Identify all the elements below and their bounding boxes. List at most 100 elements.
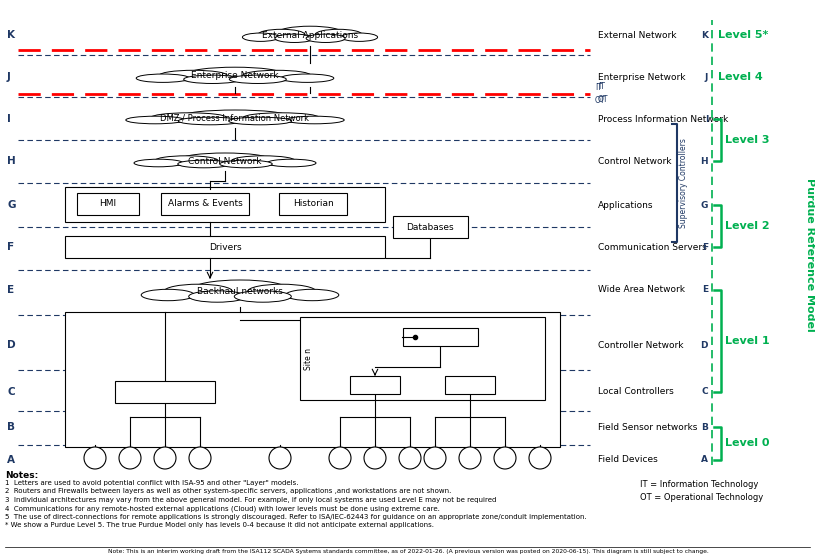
Text: Level 3: Level 3 bbox=[725, 135, 769, 145]
Text: G: G bbox=[701, 200, 708, 209]
Ellipse shape bbox=[178, 160, 231, 168]
Text: OT = Operational Technology: OT = Operational Technology bbox=[640, 493, 764, 502]
Text: K: K bbox=[7, 30, 15, 40]
Text: Note: This is an interim working draft from the ISA112 SCADA Systems standards c: Note: This is an interim working draft f… bbox=[108, 549, 708, 554]
Ellipse shape bbox=[126, 116, 185, 124]
Circle shape bbox=[424, 447, 446, 469]
Text: Controller Network: Controller Network bbox=[598, 341, 684, 350]
Bar bbox=[279, 193, 347, 215]
Text: J: J bbox=[7, 72, 11, 82]
Text: C: C bbox=[702, 387, 708, 396]
Text: 3  Individual architectures may vary from the above general model. For example, : 3 Individual architectures may vary from… bbox=[5, 497, 496, 503]
Ellipse shape bbox=[229, 117, 292, 125]
Ellipse shape bbox=[258, 29, 305, 40]
Ellipse shape bbox=[183, 75, 240, 83]
Text: H: H bbox=[7, 156, 15, 166]
Bar bbox=[350, 376, 400, 394]
Circle shape bbox=[364, 447, 386, 469]
Text: Level 5*: Level 5* bbox=[718, 30, 769, 40]
Bar bbox=[65, 187, 385, 222]
Text: H: H bbox=[700, 157, 708, 165]
Ellipse shape bbox=[306, 34, 345, 43]
Ellipse shape bbox=[243, 70, 311, 81]
Ellipse shape bbox=[285, 116, 344, 124]
Text: E: E bbox=[702, 285, 708, 295]
Circle shape bbox=[119, 447, 141, 469]
Text: * We show a Purdue Level 5. The true Purdue Model only has levels 0-4 because it: * We show a Purdue Level 5. The true Pur… bbox=[5, 522, 434, 528]
Ellipse shape bbox=[275, 34, 314, 43]
Text: 1  Letters are used to avoid potential conflict with ISA-95 and other "Layer" mo: 1 Letters are used to avoid potential co… bbox=[5, 480, 298, 486]
Text: Site n: Site n bbox=[304, 347, 313, 370]
Ellipse shape bbox=[232, 156, 295, 165]
Text: Local Controllers: Local Controllers bbox=[598, 387, 674, 396]
Text: External Applications: External Applications bbox=[262, 31, 358, 39]
Text: Backhaul networks: Backhaul networks bbox=[197, 287, 283, 296]
Circle shape bbox=[459, 447, 481, 469]
Text: Level 4: Level 4 bbox=[718, 72, 763, 82]
Text: Supervisory Controllers: Supervisory Controllers bbox=[679, 138, 688, 228]
Ellipse shape bbox=[181, 153, 269, 165]
Ellipse shape bbox=[141, 289, 195, 301]
Text: A: A bbox=[7, 455, 15, 465]
Ellipse shape bbox=[189, 291, 245, 302]
Text: Enterprise Network: Enterprise Network bbox=[598, 73, 685, 82]
Text: C: C bbox=[7, 387, 15, 397]
Text: Purdue Reference Model: Purdue Reference Model bbox=[805, 178, 815, 332]
Text: Field Sensor networks: Field Sensor networks bbox=[598, 422, 698, 431]
Ellipse shape bbox=[315, 29, 362, 40]
Text: 4  Communications for any remote-hosted external applications (Cloud) with lower: 4 Communications for any remote-hosted e… bbox=[5, 506, 440, 512]
Text: D: D bbox=[701, 341, 708, 350]
Ellipse shape bbox=[187, 67, 283, 80]
Text: DMZ / Process Information Network: DMZ / Process Information Network bbox=[161, 114, 310, 123]
Circle shape bbox=[154, 447, 176, 469]
Ellipse shape bbox=[159, 70, 227, 81]
Text: IT = Information Technology: IT = Information Technology bbox=[640, 480, 759, 489]
Ellipse shape bbox=[151, 113, 227, 123]
Text: Alarms & Events: Alarms & Events bbox=[168, 199, 242, 209]
Ellipse shape bbox=[244, 113, 319, 123]
Text: IT: IT bbox=[595, 83, 601, 92]
Text: D: D bbox=[7, 340, 15, 350]
Ellipse shape bbox=[277, 26, 342, 39]
Text: HMI: HMI bbox=[99, 199, 117, 209]
Circle shape bbox=[529, 447, 551, 469]
Ellipse shape bbox=[155, 156, 218, 165]
Text: 5  The use of direct-connections for remote applications is strongly discouraged: 5 The use of direct-connections for remo… bbox=[5, 514, 587, 520]
Text: OT: OT bbox=[598, 95, 609, 104]
Bar bbox=[300, 317, 545, 400]
Text: Level 2: Level 2 bbox=[725, 221, 769, 231]
Text: Applications: Applications bbox=[598, 200, 654, 209]
Text: External Network: External Network bbox=[598, 31, 676, 39]
Circle shape bbox=[84, 447, 106, 469]
Circle shape bbox=[269, 447, 291, 469]
Circle shape bbox=[399, 447, 421, 469]
Ellipse shape bbox=[134, 159, 183, 167]
Bar bbox=[115, 381, 215, 403]
Text: B: B bbox=[701, 422, 708, 431]
Text: Communication Servers: Communication Servers bbox=[598, 243, 707, 251]
Text: Field Devices: Field Devices bbox=[598, 456, 658, 465]
Bar bbox=[393, 216, 468, 238]
Ellipse shape bbox=[234, 291, 291, 302]
Circle shape bbox=[189, 447, 211, 469]
Bar bbox=[65, 236, 385, 258]
Text: Control Network: Control Network bbox=[598, 157, 672, 165]
Ellipse shape bbox=[192, 280, 288, 298]
Text: J: J bbox=[705, 73, 708, 82]
Text: Notes:: Notes: bbox=[5, 471, 38, 480]
Text: F: F bbox=[702, 243, 708, 251]
Bar bbox=[65, 312, 560, 447]
Text: Control Network: Control Network bbox=[188, 157, 262, 165]
Ellipse shape bbox=[341, 33, 377, 42]
Bar bbox=[77, 193, 139, 215]
Ellipse shape bbox=[164, 284, 232, 299]
Circle shape bbox=[329, 447, 351, 469]
Text: OT: OT bbox=[595, 96, 606, 105]
Text: Drivers: Drivers bbox=[209, 243, 241, 251]
Text: B: B bbox=[7, 422, 15, 432]
Ellipse shape bbox=[248, 284, 316, 299]
Text: E: E bbox=[7, 285, 14, 295]
Text: Level 1: Level 1 bbox=[725, 336, 769, 346]
Text: Level 0: Level 0 bbox=[725, 438, 769, 448]
Ellipse shape bbox=[280, 74, 334, 82]
